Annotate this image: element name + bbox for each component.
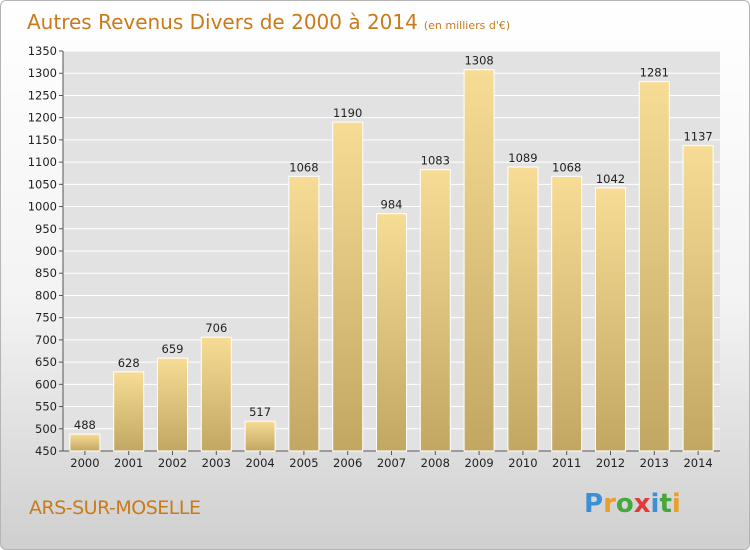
logo-letter: r bbox=[603, 489, 616, 519]
logo-letter: i bbox=[671, 489, 681, 519]
x-tick-label-2004: 2004 bbox=[245, 456, 274, 470]
city-name: ARS-SUR-MOSELLE bbox=[29, 497, 201, 519]
proxiti-logo: Proxiti bbox=[584, 489, 681, 519]
bar-2006 bbox=[332, 121, 364, 452]
data-label-2008: 1083 bbox=[421, 154, 450, 168]
data-label-2003: 706 bbox=[205, 321, 227, 335]
x-tick-label-2006: 2006 bbox=[333, 456, 362, 470]
data-label-2009: 1308 bbox=[464, 54, 493, 68]
x-tick-label-2005: 2005 bbox=[289, 456, 318, 470]
x-tick-label-2001: 2001 bbox=[114, 456, 143, 470]
y-tick-label: 850 bbox=[35, 266, 57, 280]
bar-2012 bbox=[595, 187, 626, 452]
y-tick-label: 700 bbox=[35, 333, 57, 347]
logo-letter: o bbox=[615, 489, 634, 519]
x-tick-label-2000: 2000 bbox=[70, 456, 99, 470]
y-tick-label: 1200 bbox=[28, 111, 57, 125]
bar-2002 bbox=[157, 357, 188, 452]
y-tick-label: 450 bbox=[35, 444, 57, 458]
x-tick-label-2010: 2010 bbox=[508, 456, 537, 470]
chart-subtitle: (en milliers d'€) bbox=[423, 19, 511, 32]
x-tick-label-2012: 2012 bbox=[596, 456, 625, 470]
bar-2007 bbox=[376, 213, 407, 452]
y-tick-label: 800 bbox=[35, 288, 57, 302]
data-label-2002: 659 bbox=[162, 342, 184, 356]
bar-2011 bbox=[551, 175, 583, 452]
y-tick-label: 650 bbox=[35, 355, 57, 369]
y-tick-label: 550 bbox=[35, 400, 57, 414]
x-tick-label-2009: 2009 bbox=[464, 456, 493, 470]
bar-2001 bbox=[113, 371, 145, 452]
y-tick-label: 1000 bbox=[28, 200, 57, 214]
y-tick-label: 1350 bbox=[28, 44, 57, 58]
bar-2008 bbox=[419, 169, 451, 452]
data-label-2006: 1190 bbox=[333, 106, 362, 120]
x-tick-label-2011: 2011 bbox=[552, 456, 581, 470]
data-label-2004: 517 bbox=[249, 405, 271, 419]
data-label-2014: 1137 bbox=[683, 130, 712, 144]
y-tick-label: 950 bbox=[35, 222, 57, 236]
chart-title: Autres Revenus Divers de 2000 à 2014 (en … bbox=[27, 10, 510, 34]
data-label-2005: 1068 bbox=[289, 160, 318, 174]
y-tick-label: 1150 bbox=[28, 133, 57, 147]
y-tick-label: 600 bbox=[35, 377, 57, 391]
x-tick-label-2002: 2002 bbox=[158, 456, 187, 470]
data-label-2013: 1281 bbox=[640, 66, 669, 80]
bar-2000 bbox=[69, 433, 101, 452]
x-tick-label-2008: 2008 bbox=[421, 456, 450, 470]
x-tick-label-2013: 2013 bbox=[640, 456, 669, 470]
y-tick-label: 1250 bbox=[28, 88, 57, 102]
data-label-2001: 628 bbox=[118, 356, 140, 370]
logo-letter: i bbox=[650, 489, 660, 519]
y-tick-label: 1100 bbox=[28, 155, 57, 169]
y-tick-label: 1300 bbox=[28, 66, 57, 80]
bar-2003 bbox=[200, 336, 232, 452]
logo-letter: x bbox=[633, 489, 651, 519]
bar-2010 bbox=[507, 166, 539, 452]
y-tick-label: 1050 bbox=[28, 177, 57, 191]
logo-letter: t bbox=[659, 489, 672, 519]
data-label-2012: 1042 bbox=[596, 172, 625, 186]
logo-letter: P bbox=[584, 489, 604, 519]
bar-2004 bbox=[244, 420, 276, 452]
data-label-2010: 1089 bbox=[508, 151, 537, 165]
y-tick-label: 750 bbox=[35, 311, 57, 325]
data-label-2007: 984 bbox=[381, 198, 403, 212]
x-tick-label-2003: 2003 bbox=[202, 456, 231, 470]
chart-title-text: Autres Revenus Divers de 2000 à 2014 bbox=[27, 10, 418, 34]
data-label-2000: 488 bbox=[74, 418, 96, 432]
x-tick-label-2007: 2007 bbox=[377, 456, 406, 470]
y-tick-label: 900 bbox=[35, 244, 57, 258]
bar-2013 bbox=[638, 81, 670, 452]
y-tick-label: 500 bbox=[35, 422, 57, 436]
bar-2014 bbox=[682, 145, 714, 452]
data-label-2011: 1068 bbox=[552, 160, 581, 174]
bar-2009 bbox=[463, 69, 495, 452]
x-tick-label-2014: 2014 bbox=[683, 456, 712, 470]
bar-2005 bbox=[288, 175, 320, 452]
